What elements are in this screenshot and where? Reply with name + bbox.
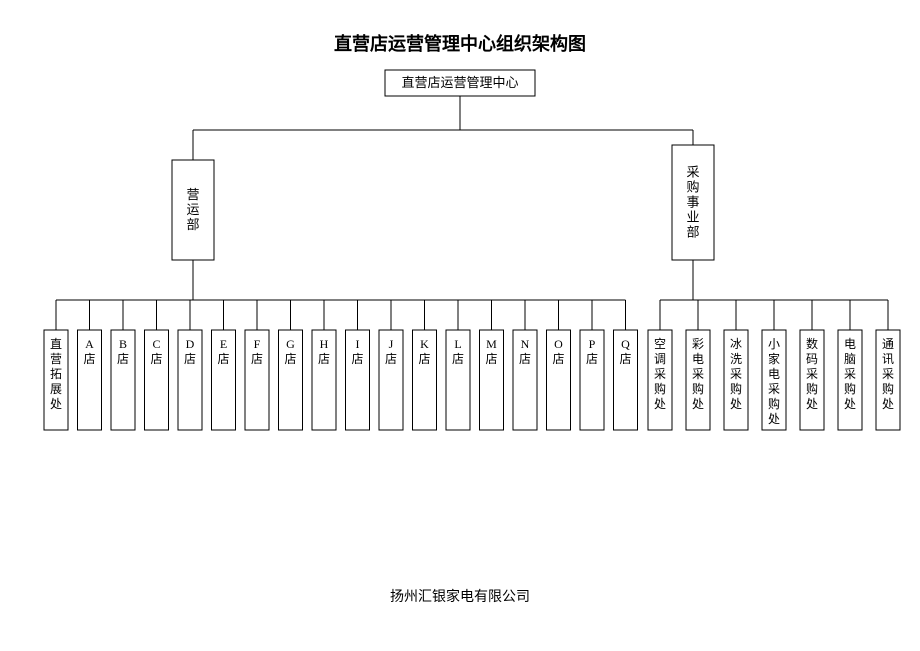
right-leaf-label-3: 小家电采购处 [768, 337, 780, 426]
left-leaf-label-13: M店 [485, 337, 497, 366]
left-leaf-label-4: D店 [184, 337, 196, 366]
left-leaf-label-7: G店 [284, 337, 296, 366]
right-leaf-label-4: 数码采购处 [806, 336, 818, 411]
org-chart: 直营店运营管理中心营运部采购事业部直营拓展处A店B店C店D店E店F店G店H店I店… [0, 60, 920, 520]
left-leaf-label-8: H店 [318, 337, 330, 366]
left-leaf-label-0: 直营拓展处 [50, 337, 62, 411]
title: 直营店运营管理中心组织架构图 [0, 30, 920, 56]
left-leaf-label-15: O店 [552, 337, 564, 366]
mid-left-label: 营运部 [186, 187, 199, 232]
footer: 扬州汇银家电有限公司 [0, 586, 920, 606]
right-leaf-label-1: 彩电采购处 [692, 337, 704, 411]
root-label: 直营店运营管理中心 [401, 75, 518, 90]
right-leaf-label-0: 空调采购处 [654, 337, 666, 411]
page: 直营店运营管理中心组织架构图 直营店运营管理中心营运部采购事业部直营拓展处A店B… [0, 0, 920, 651]
right-leaf-label-6: 通讯采购处 [882, 337, 894, 411]
right-leaf-label-5: 电脑采购处 [844, 337, 856, 411]
left-leaf-label-11: K店 [418, 337, 430, 366]
mid-right-label: 采购事业部 [686, 165, 699, 240]
right-leaf-label-2: 冰洗采购处 [730, 337, 742, 411]
left-leaf-label-14: N店 [519, 337, 531, 366]
left-leaf-label-17: Q店 [619, 337, 631, 366]
left-leaf-label-1: A店 [83, 337, 95, 366]
